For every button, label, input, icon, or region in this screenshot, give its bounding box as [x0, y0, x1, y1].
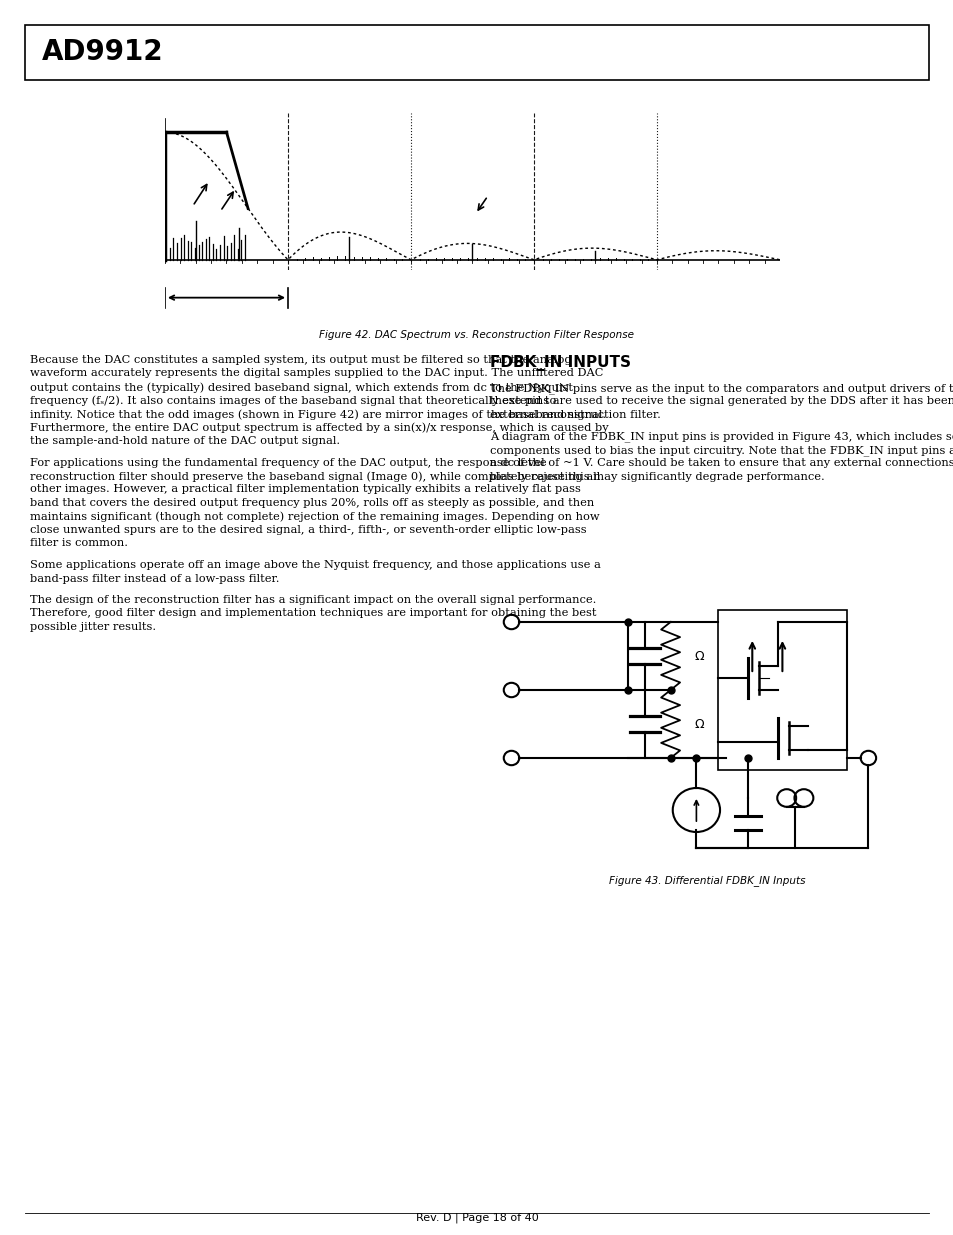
Text: a dc level of ~1 V. Care should be taken to ensure that any external connections: a dc level of ~1 V. Care should be taken… [490, 458, 953, 468]
Text: external reconstruction filter.: external reconstruction filter. [490, 410, 660, 420]
Text: Ω: Ω [694, 650, 703, 662]
Text: band-pass filter instead of a low-pass filter.: band-pass filter instead of a low-pass f… [30, 573, 279, 583]
Text: other images. However, a practical filter implementation typically exhibits a re: other images. However, a practical filte… [30, 484, 580, 494]
Text: filter is common.: filter is common. [30, 538, 128, 548]
Text: Ω: Ω [694, 718, 703, 730]
Text: Therefore, good filter design and implementation techniques are important for ob: Therefore, good filter design and implem… [30, 609, 596, 619]
Text: Some applications operate off an image above the Nyquist frequency, and those ap: Some applications operate off an image a… [30, 559, 600, 571]
Text: band that covers the desired output frequency plus 20%, rolls off as steeply as : band that covers the desired output freq… [30, 498, 594, 508]
Text: output contains the (typically) desired baseband signal, which extends from dc t: output contains the (typically) desired … [30, 382, 573, 393]
Text: close unwanted spurs are to the desired signal, a third-, fifth-, or seventh-ord: close unwanted spurs are to the desired … [30, 525, 586, 535]
Text: the sample-and-hold nature of the DAC output signal.: the sample-and-hold nature of the DAC ou… [30, 436, 340, 446]
Text: Figure 42. DAC Spectrum vs. Reconstruction Filter Response: Figure 42. DAC Spectrum vs. Reconstructi… [319, 330, 634, 340]
Text: infinity. Notice that the odd images (shown in Figure 42) are mirror images of t: infinity. Notice that the odd images (sh… [30, 409, 605, 420]
Text: The FDBK_IN pins serve as the input to the comparators and output drivers of the: The FDBK_IN pins serve as the input to t… [490, 383, 953, 394]
Text: bias because this may significantly degrade performance.: bias because this may significantly degr… [490, 472, 824, 482]
Text: AD9912: AD9912 [42, 38, 164, 65]
Text: A diagram of the FDBK_IN input pins is provided in Figure 43, which includes som: A diagram of the FDBK_IN input pins is p… [490, 431, 953, 442]
Text: For applications using the fundamental frequency of the DAC output, the response: For applications using the fundamental f… [30, 457, 546, 468]
Text: FDBK_IN INPUTS: FDBK_IN INPUTS [490, 354, 630, 370]
Text: these pins are used to receive the signal generated by the DDS after it has been: these pins are used to receive the signa… [490, 396, 953, 406]
Text: components used to bias the input circuitry. Note that the FDBK_IN input pins ar: components used to bias the input circui… [490, 445, 953, 456]
Text: reconstruction filter should preserve the baseband signal (Image 0), while compl: reconstruction filter should preserve th… [30, 471, 599, 482]
Text: frequency (fₛ/2). It also contains images of the baseband signal that theoretica: frequency (fₛ/2). It also contains image… [30, 395, 556, 406]
Text: maintains significant (though not complete) rejection of the remaining images. D: maintains significant (though not comple… [30, 511, 599, 522]
Text: Rev. D | Page 18 of 40: Rev. D | Page 18 of 40 [416, 1213, 537, 1223]
Text: Because the DAC constitutes a sampled system, its output must be filtered so tha: Because the DAC constitutes a sampled sy… [30, 354, 571, 366]
Text: possible jitter results.: possible jitter results. [30, 622, 156, 632]
Text: Figure 43. Differential FDBK_IN Inputs: Figure 43. Differential FDBK_IN Inputs [608, 876, 804, 885]
Text: waveform accurately represents the digital samples supplied to the DAC input. Th: waveform accurately represents the digit… [30, 368, 602, 378]
Bar [25, 25, 928, 80]
Text: Furthermore, the entire DAC output spectrum is affected by a sin(x)/x response, : Furthermore, the entire DAC output spect… [30, 422, 608, 433]
Text: The design of the reconstruction filter has a significant impact on the overall : The design of the reconstruction filter … [30, 595, 596, 605]
Bar [718, 610, 846, 769]
